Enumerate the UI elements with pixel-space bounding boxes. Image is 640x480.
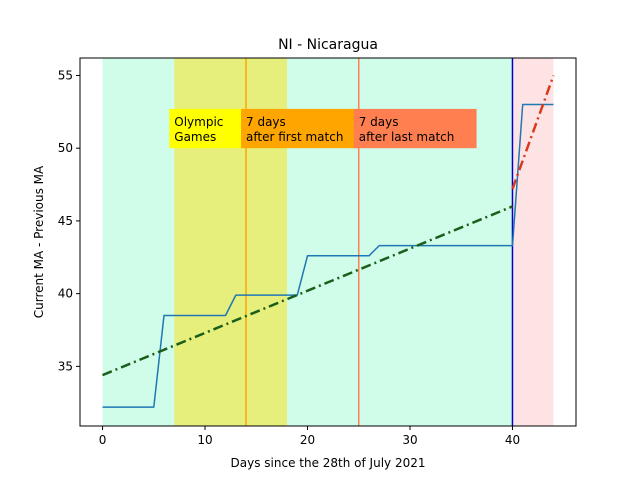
chart-title: NI - Nicaragua [278,37,378,53]
annotation-box-0 [169,108,247,149]
y-tick-label: 35 [58,359,73,373]
plot-frame [79,57,577,427]
series-line-1 [102,205,513,377]
y-tick-label: 50 [58,141,73,155]
y-axis-label: Current MA - Previous MA [32,165,46,318]
x-tick-label: 10 [197,433,212,447]
x-tick-label: 30 [402,433,417,447]
annotation-text-0-0: Olympic [174,115,223,129]
y-tick-label: 40 [58,287,73,301]
shaded-region-2 [512,58,554,426]
series-line-2 [511,75,555,190]
annotation-text-1-0: 7 days [246,115,286,129]
annotation-box-1 [241,108,359,149]
y-tick-label: 45 [58,214,73,228]
series-line-0 [102,103,554,408]
x-tick-label: 40 [505,433,520,447]
annotation-text-2-1: after last match [359,130,455,144]
y-axis-ticks: 35 40 45 50 55 [58,68,80,373]
annotation-text-2-0: 7 days [359,115,399,129]
x-axis-label: Days since the 28th of July 2021 [231,456,426,470]
series-lines [102,75,555,408]
x-axis-ticks: 0 10 20 30 40 [99,426,520,447]
x-tick-label: 20 [300,433,315,447]
annotation-text-0-1: Games [174,130,216,144]
annotation-text-1-1: after first match [246,130,343,144]
annotation-box-2 [353,108,477,149]
x-tick-label: 0 [99,433,107,447]
y-tick-label: 55 [58,68,73,82]
